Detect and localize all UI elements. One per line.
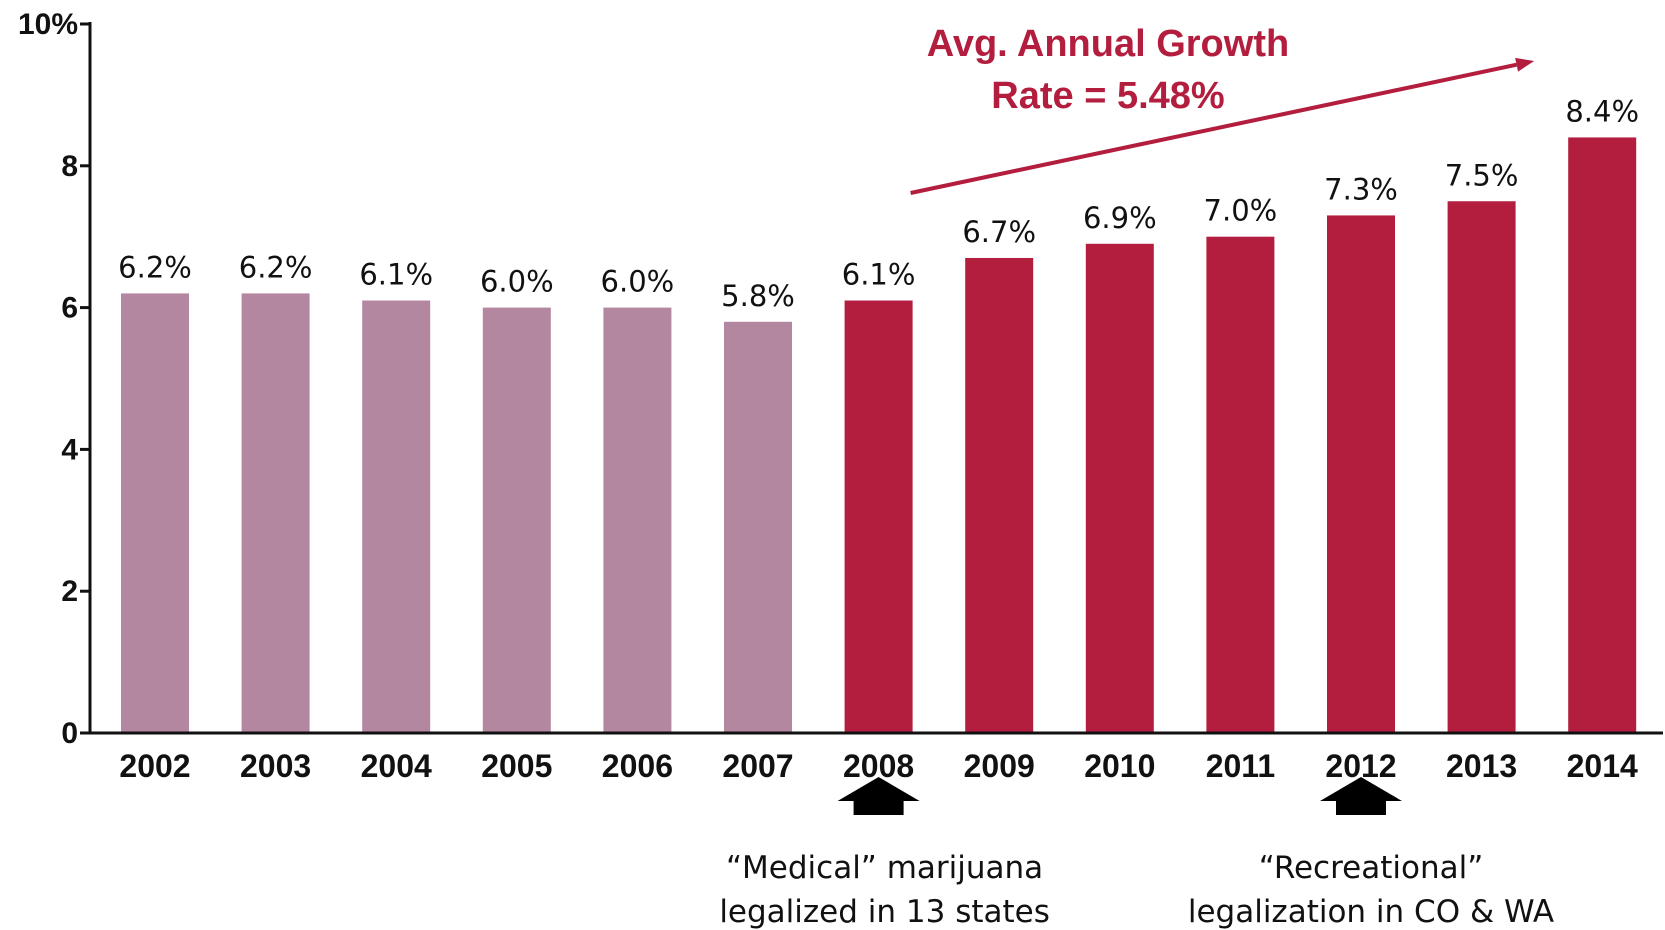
data-label-2006: 6.0% xyxy=(601,265,675,299)
x-tick-label-2007: 2007 xyxy=(722,748,793,784)
y-tick-label: 6 xyxy=(61,292,78,325)
growth-arrow-head-icon xyxy=(1515,57,1535,72)
x-ticks-group: 2002 2003 2004 2005 2006 2007 2008 2009 2010 2011… xyxy=(119,748,1638,784)
y-tick-label: 2 xyxy=(61,575,78,608)
y-tick-label: 10% xyxy=(18,8,78,41)
data-label-2003: 6.2% xyxy=(239,250,313,284)
marker-recreational-line1: “Recreational” xyxy=(1259,850,1484,886)
up-arrow-icon xyxy=(1320,777,1402,815)
y-ticks-group: 0 2 4 6 8 10% xyxy=(18,8,90,750)
x-tick-label-2011: 2011 xyxy=(1206,748,1275,784)
bar-2009 xyxy=(965,257,1034,733)
x-tick-label-2009: 2009 xyxy=(964,748,1035,784)
x-tick-label-2013: 2013 xyxy=(1446,748,1517,784)
bar-2002 xyxy=(121,293,189,733)
data-label-2013: 7.5% xyxy=(1445,158,1519,192)
bar-2014 xyxy=(1568,137,1637,733)
bar-2006 xyxy=(603,307,672,733)
data-label-2007: 5.8% xyxy=(721,279,795,313)
x-tick-label-2004: 2004 xyxy=(361,748,432,784)
data-labels-group: 6.2% 6.2% 6.1% 6.0% 6.0% 5.8% 6.1% 6.7% 6.9% 7.0%… xyxy=(118,94,1639,312)
y-tick-label: 8 xyxy=(61,150,78,183)
data-label-2011: 7.0% xyxy=(1204,194,1278,228)
bar-2013 xyxy=(1447,201,1516,733)
data-label-2012: 7.3% xyxy=(1324,172,1398,206)
data-label-2005: 6.0% xyxy=(480,265,554,299)
data-label-2004: 6.1% xyxy=(359,258,433,292)
y-tick-label: 4 xyxy=(61,433,78,466)
data-label-2010: 6.9% xyxy=(1083,201,1157,235)
bar-2012 xyxy=(1327,215,1395,733)
data-label-2009: 6.7% xyxy=(962,215,1036,249)
growth-arrow-line xyxy=(910,62,1518,195)
marker-medical-line2: legalized in 13 states xyxy=(719,894,1050,930)
bar-2011 xyxy=(1206,236,1275,733)
up-arrow-icon xyxy=(837,777,920,815)
x-tick-label-2005: 2005 xyxy=(481,748,552,784)
x-tick-label-2002: 2002 xyxy=(119,748,190,784)
growth-annotation: Avg. Annual Growth Rate = 5.48% xyxy=(910,23,1535,195)
bar-2004 xyxy=(362,300,431,733)
growth-label-line2: Rate = 5.48% xyxy=(991,75,1224,117)
bar-2010 xyxy=(1085,243,1154,734)
x-tick-label-2014: 2014 xyxy=(1567,748,1638,784)
marker-medical-line1: “Medical” marijuana xyxy=(726,850,1043,886)
bars-group xyxy=(121,137,1637,734)
x-tick-label-2010: 2010 xyxy=(1084,748,1155,784)
marker-medical: “Medical” marijuana legalized in 13 stat… xyxy=(719,777,1050,930)
y-tick-label: 0 xyxy=(61,717,78,750)
bar-2008 xyxy=(844,300,913,733)
marker-recreational-line2: legalization in CO & WA xyxy=(1188,894,1554,930)
x-tick-label-2006: 2006 xyxy=(602,748,673,784)
bar-2005 xyxy=(482,307,551,733)
growth-label-line1: Avg. Annual Growth xyxy=(927,23,1289,65)
axes-group xyxy=(88,22,1663,735)
data-label-2008: 6.1% xyxy=(842,258,916,292)
bar-2003 xyxy=(241,293,310,733)
x-tick-label-2003: 2003 xyxy=(240,748,311,784)
data-label-2014: 8.4% xyxy=(1565,94,1639,128)
marker-recreational: “Recreational” legalization in CO & WA xyxy=(1188,777,1554,930)
data-label-2002: 6.2% xyxy=(118,250,192,284)
bar-2007 xyxy=(724,321,792,733)
